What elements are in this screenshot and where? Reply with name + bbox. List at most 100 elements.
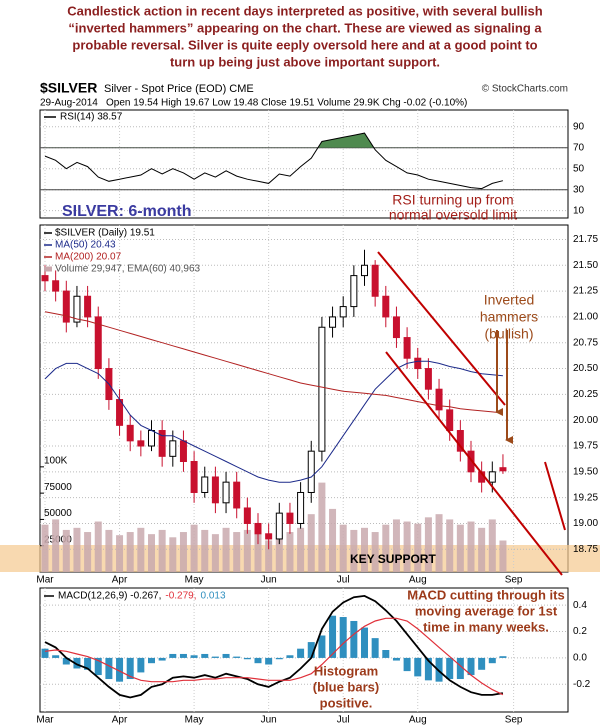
volume-bar — [169, 537, 177, 572]
y-tick-label: 0.4 — [573, 600, 587, 611]
annotation: (blue bars) — [313, 679, 379, 694]
volume-bar — [329, 508, 337, 572]
x-tick-label: May — [185, 575, 204, 586]
volume-bar — [105, 529, 113, 572]
volume-bar — [339, 524, 347, 572]
legend-label: MA(200) 20.07 — [55, 252, 122, 263]
volume-bar — [382, 524, 390, 572]
symbol: $SILVER — [40, 80, 97, 96]
x-tick-label: Apr — [112, 575, 128, 586]
y-tick-label: 19.00 — [573, 518, 598, 529]
volume-bar — [254, 525, 262, 572]
candle-body — [94, 316, 102, 370]
histogram-bar — [414, 657, 422, 677]
volume-bar — [201, 529, 209, 572]
candle-body — [265, 533, 273, 540]
volume-bar — [424, 517, 432, 572]
commentary: probable reversal. Silver is quite eeply… — [72, 37, 537, 52]
y-tick-label: 21.25 — [573, 286, 598, 297]
candle-body — [137, 440, 145, 447]
trend-line — [377, 251, 506, 406]
volume-bar — [84, 532, 92, 572]
y2-tick-label: 75000 — [44, 482, 72, 493]
histogram-bar — [488, 657, 496, 664]
histogram-bar — [329, 615, 337, 658]
date: 29-Aug-2014 — [40, 98, 98, 109]
histogram-bar — [297, 648, 305, 658]
candle-body — [403, 337, 411, 359]
annotation: normal oversold limit — [389, 207, 517, 223]
trend-line — [544, 461, 566, 531]
histogram-bar — [222, 653, 230, 658]
histogram-bar — [243, 657, 251, 660]
histogram-bar — [307, 642, 315, 658]
histogram-bar — [148, 657, 155, 664]
legend-label: MA(50) 20.43 — [55, 240, 116, 251]
candle-body — [499, 467, 507, 472]
volume-bar — [222, 527, 230, 572]
candle-body — [414, 357, 422, 370]
x-tick-label: Aug — [409, 575, 427, 586]
x-tick-label: Jul — [337, 715, 350, 726]
volume-bar — [392, 519, 400, 572]
histogram-bar — [446, 657, 454, 680]
x-tick-label: Sep — [505, 715, 523, 726]
candle-body — [169, 440, 177, 457]
volume-bar — [456, 524, 464, 572]
x-tick-label: Sep — [505, 575, 523, 586]
candle-body — [275, 512, 283, 540]
histogram-bar — [361, 627, 368, 658]
commentary: turn up being just above important suppo… — [170, 54, 440, 69]
volume-bar — [435, 514, 443, 572]
y-tick-label: 19.25 — [573, 492, 598, 503]
y-tick-label: 21.75 — [573, 234, 598, 245]
y-tick-label: 20.00 — [573, 415, 598, 426]
histogram-bar — [275, 657, 283, 660]
plot: 90 70 50 30 10 RSI(14) 38.57 RSI turning up fr… — [36, 110, 598, 726]
candle-body — [446, 409, 454, 432]
volume-bar — [488, 519, 496, 572]
volume-bar — [158, 529, 166, 572]
annotation: Inverted — [484, 292, 535, 308]
volume-bar — [73, 527, 81, 572]
candle-body — [179, 440, 187, 462]
candle-body — [435, 388, 443, 411]
candle-body — [424, 368, 432, 390]
volume-bar — [62, 529, 70, 572]
histogram-bar — [286, 655, 294, 658]
y-tick-label: 20.50 — [573, 363, 598, 374]
volume-bar — [116, 535, 124, 572]
volume-bar — [148, 534, 155, 572]
volume-bar — [243, 529, 251, 572]
description: Silver - Spot Price (EOD) CME — [104, 83, 254, 95]
y2-tick-label: 100K — [44, 455, 68, 466]
y-tick-label: -0.2 — [573, 679, 591, 690]
histogram-bar — [190, 655, 198, 658]
histogram-bar — [116, 657, 124, 682]
candle-body — [52, 280, 60, 292]
y-tick-label: 10 — [573, 205, 585, 216]
x-tick-label: Jul — [337, 575, 350, 586]
histogram-bar — [371, 638, 379, 658]
legend-label: -0.279, — [165, 591, 196, 602]
volume-bar — [137, 527, 145, 572]
y-tick-label: 19.50 — [573, 466, 598, 477]
volume-bar — [499, 540, 507, 572]
histogram-bar — [105, 657, 113, 680]
histogram-bar — [233, 656, 241, 658]
candle-body — [350, 275, 358, 308]
y-tick-label: 0.2 — [573, 626, 587, 637]
candle-body — [286, 512, 294, 524]
rsi-line — [44, 132, 504, 190]
overlay — [377, 251, 566, 576]
volume-bar — [265, 540, 273, 572]
candle-body — [126, 424, 134, 442]
volume-bar — [41, 524, 49, 572]
candle-body — [361, 264, 368, 277]
histogram-bar — [126, 657, 134, 680]
volume-bar — [297, 527, 305, 572]
panel-title: SILVER: 6-month — [62, 203, 191, 220]
histogram-bar — [456, 657, 464, 680]
histogram-bar — [265, 657, 273, 665]
